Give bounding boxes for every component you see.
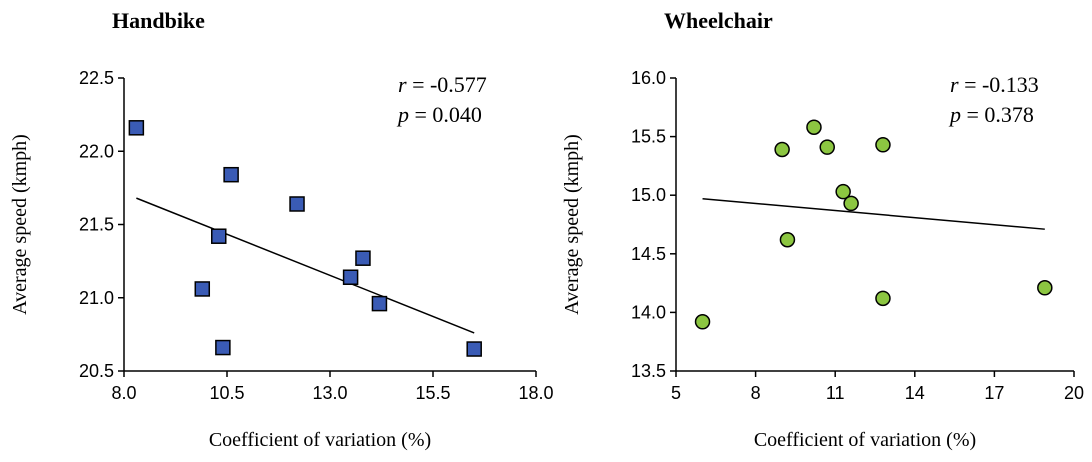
data-point <box>875 290 891 307</box>
handbike-panel: Handbike 20.5 21.0 21.5 22.0 22.5 8.0 10.5 13.0… <box>9 8 554 451</box>
data-point <box>694 314 711 330</box>
y-tick-label: 15.5 <box>631 127 666 147</box>
wheelchair-scatter-plot: 13.5 14.0 14.5 15.0 15.5 16.0 5 8 11 14 17 20 Coeffi… <box>561 68 1084 451</box>
data-point <box>289 196 305 212</box>
data-point <box>774 141 790 158</box>
p-statistic: p = 0.040 <box>396 102 482 127</box>
y-tick-label: 22.0 <box>79 141 114 161</box>
data-point <box>806 119 822 135</box>
data-point <box>128 120 145 136</box>
y-axis-title: Average speed (kmph) <box>9 134 31 315</box>
y-tick-label: 22.5 <box>79 68 114 88</box>
x-tick-label: 20 <box>1064 383 1084 403</box>
data-point <box>843 195 859 212</box>
x-tick-label: 8.0 <box>111 383 136 403</box>
x-tick-label: 8 <box>751 383 761 403</box>
data-point <box>223 166 239 183</box>
wheelchair-panel: Wheelchair 13.5 14.0 14.5 15.0 15.5 16.0 5 8 11 1… <box>546 0 1092 462</box>
y-tick-label: 16.0 <box>631 68 666 88</box>
data-point <box>194 281 211 297</box>
y-tick-label: 15.0 <box>631 185 666 205</box>
chart-title: Handbike <box>112 8 205 33</box>
data-point <box>355 250 371 266</box>
data-point <box>466 341 482 357</box>
data-point <box>371 295 388 312</box>
handbike-scatter-plot: 20.5 21.0 21.5 22.0 22.5 8.0 10.5 13.0 15.5 18.0 C… <box>9 68 554 451</box>
x-tick-label: 11 <box>826 383 845 403</box>
x-tick-label: 17 <box>984 383 1004 403</box>
data-point <box>835 183 851 200</box>
chart-title: Wheelchair <box>664 8 773 33</box>
p-statistic: p = 0.378 <box>948 102 1034 127</box>
y-tick-label: 14.0 <box>631 302 666 322</box>
y-tick-label: 21.5 <box>79 215 114 235</box>
r-statistic: r = -0.577 <box>398 72 487 97</box>
y-tick-label: 20.5 <box>79 361 114 381</box>
trendline <box>702 197 1045 230</box>
x-tick-label: 18.0 <box>518 383 553 403</box>
x-axis-title: Coefficient of variation (%) <box>754 429 976 451</box>
x-tick-label: 13.0 <box>312 383 347 403</box>
data-point <box>342 269 359 285</box>
y-tick-label: 13.5 <box>631 361 666 381</box>
r-statistic: r = -0.133 <box>950 72 1039 97</box>
y-tick-label: 21.0 <box>79 288 114 308</box>
x-tick-label: 14 <box>905 383 925 403</box>
x-axis-title: Coefficient of variation (%) <box>209 429 431 451</box>
y-tick-label: 14.5 <box>631 244 666 264</box>
x-tick-label: 5 <box>671 383 681 403</box>
data-point <box>779 231 796 248</box>
data-point <box>1037 280 1053 296</box>
data-point <box>875 137 891 153</box>
data-point <box>819 139 835 155</box>
x-tick-label: 10.5 <box>209 383 244 403</box>
x-tick-label: 15.5 <box>415 383 450 403</box>
trendline <box>136 197 475 334</box>
y-axis-title: Average speed (kmph) <box>561 134 583 315</box>
data-point <box>215 339 231 356</box>
data-point <box>211 228 227 244</box>
